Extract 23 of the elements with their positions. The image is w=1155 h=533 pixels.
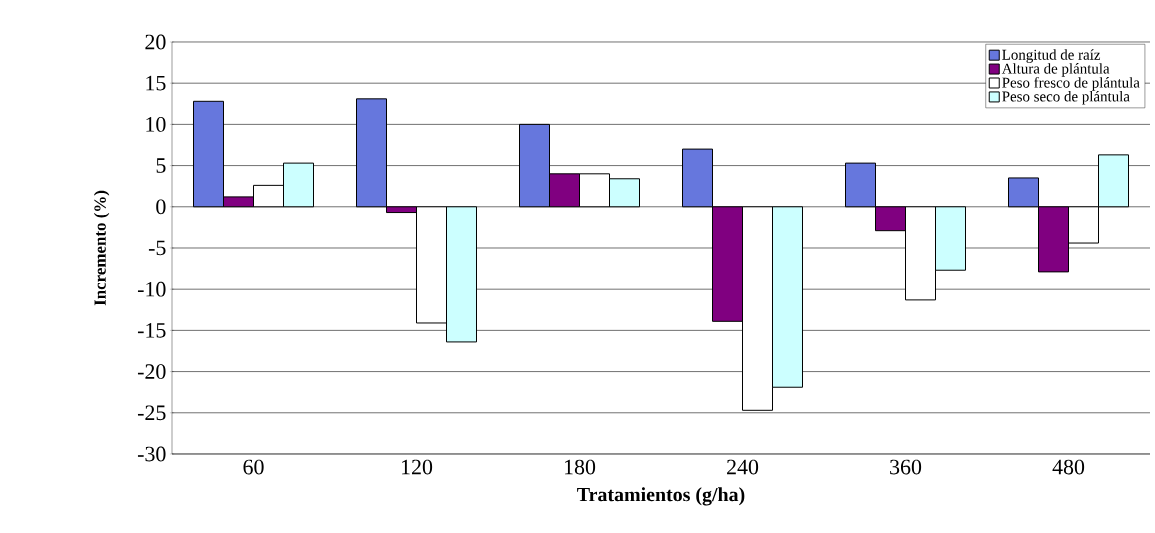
legend-label: Altura de plántula [1001, 63, 1110, 77]
x-tick-label: 180 [564, 459, 596, 475]
y-tick-label: 20 [145, 34, 166, 50]
x-tick-label: 240 [727, 459, 759, 475]
y-axis-title: Incremento (%) [93, 190, 110, 306]
y-tick-label: -25 [137, 405, 166, 421]
y-tick-label: 15 [146, 75, 166, 91]
y-tick-label: -5 [148, 240, 166, 256]
y-tick-label: 0 [156, 199, 166, 215]
x-axis-title: Tratamientos (g/ha) [577, 487, 745, 506]
x-tick-label: 360 [890, 459, 922, 475]
legend-label: Peso fresco de plántula [1002, 76, 1140, 91]
y-tick-label: 10 [146, 116, 166, 132]
y-tick-label: -15 [137, 323, 166, 338]
x-tick-label: 480 [1052, 459, 1085, 475]
legend-label: Peso seco de plántula [1002, 90, 1130, 105]
y-tick-label: -10 [137, 281, 166, 297]
x-tick-label: 120 [401, 459, 433, 475]
legend-label: Longitud de raíz [1002, 49, 1101, 63]
y-tick-label: -30 [137, 446, 166, 462]
y-tick-label: -20 [137, 364, 166, 379]
x-tick-label: 60 [243, 459, 264, 475]
y-tick-label: 5 [156, 158, 166, 173]
